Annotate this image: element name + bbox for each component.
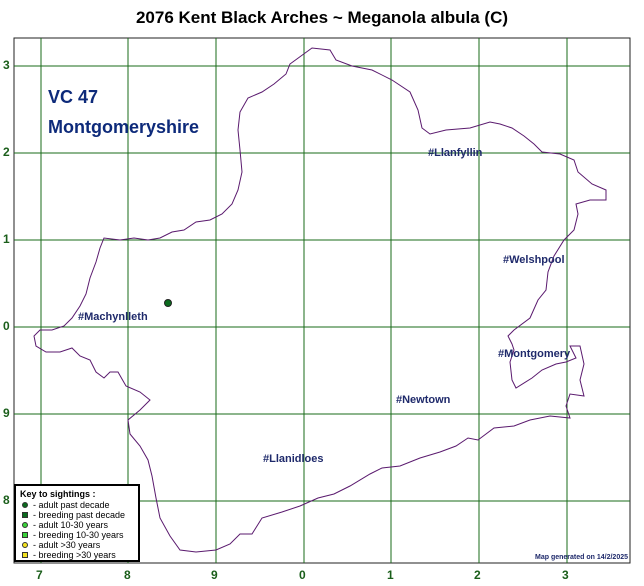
y-axis-label: 2 bbox=[3, 145, 10, 159]
legend-item-label: - breeding >30 years bbox=[33, 550, 116, 560]
y-axis-label: 1 bbox=[3, 232, 10, 246]
legend-item: - breeding >30 years bbox=[20, 550, 138, 560]
y-axis-label: 8 bbox=[3, 493, 10, 507]
vice-county-name: Montgomeryshire bbox=[48, 117, 200, 137]
legend-item: - adult 10-30 years bbox=[20, 520, 138, 530]
legend-item: - adult >30 years bbox=[20, 540, 138, 550]
generated-date-note: Map generated on 14/2/2025 bbox=[535, 554, 628, 561]
y-axis-label: 0 bbox=[3, 319, 10, 333]
circle-marker-icon bbox=[22, 502, 28, 508]
x-axis-label: 8 bbox=[124, 568, 131, 582]
vice-county-block: VC 47 Montgomeryshire bbox=[48, 82, 199, 142]
x-axis-label: 7 bbox=[36, 568, 43, 582]
circle-marker-icon bbox=[22, 522, 28, 528]
x-axis-label: 2 bbox=[474, 568, 481, 582]
legend-title: Key to sightings : bbox=[20, 489, 96, 499]
legend-item-label: - breeding 10-30 years bbox=[33, 530, 124, 540]
place-label: #Llanidloes bbox=[263, 453, 324, 465]
legend-item-label: - breeding past decade bbox=[33, 510, 126, 520]
sightings-legend: Key to sightings : - adult past decade -… bbox=[14, 484, 140, 562]
place-label: #Newtown bbox=[396, 394, 451, 406]
sighting-marker bbox=[164, 299, 172, 307]
map-frame bbox=[13, 37, 631, 564]
county-boundary bbox=[33, 47, 607, 553]
legend-item-label: - adult >30 years bbox=[33, 540, 101, 550]
place-label: #Montgomery bbox=[498, 348, 571, 360]
x-axis-label: 9 bbox=[211, 568, 218, 582]
legend-item-label: - adult 10-30 years bbox=[33, 520, 109, 530]
circle-marker-icon bbox=[22, 542, 28, 548]
y-axis-label: 3 bbox=[3, 58, 10, 72]
place-label: #Llanfyllin bbox=[428, 147, 483, 159]
legend-item: - adult past decade bbox=[20, 500, 138, 510]
place-label: #Machynlleth bbox=[78, 311, 148, 323]
legend-item: - breeding 10-30 years bbox=[20, 530, 138, 540]
grid-vertical bbox=[40, 38, 568, 563]
map-title: 2076 Kent Black Arches ~ Meganola albula… bbox=[135, 8, 509, 27]
y-axis-label: 9 bbox=[3, 406, 10, 420]
x-axis-label: 3 bbox=[562, 568, 569, 582]
square-marker-icon bbox=[22, 532, 28, 538]
x-axis-label: 1 bbox=[387, 568, 394, 582]
grid-horizontal bbox=[14, 65, 630, 502]
legend-item-label: - adult past decade bbox=[33, 500, 110, 510]
legend-item: - breeding past decade bbox=[20, 510, 138, 520]
square-marker-icon bbox=[22, 552, 28, 558]
square-marker-icon bbox=[22, 512, 28, 518]
place-label: #Welshpool bbox=[503, 254, 565, 266]
x-axis-label: 0 bbox=[299, 568, 306, 582]
vice-county-code: VC 47 bbox=[48, 87, 99, 107]
